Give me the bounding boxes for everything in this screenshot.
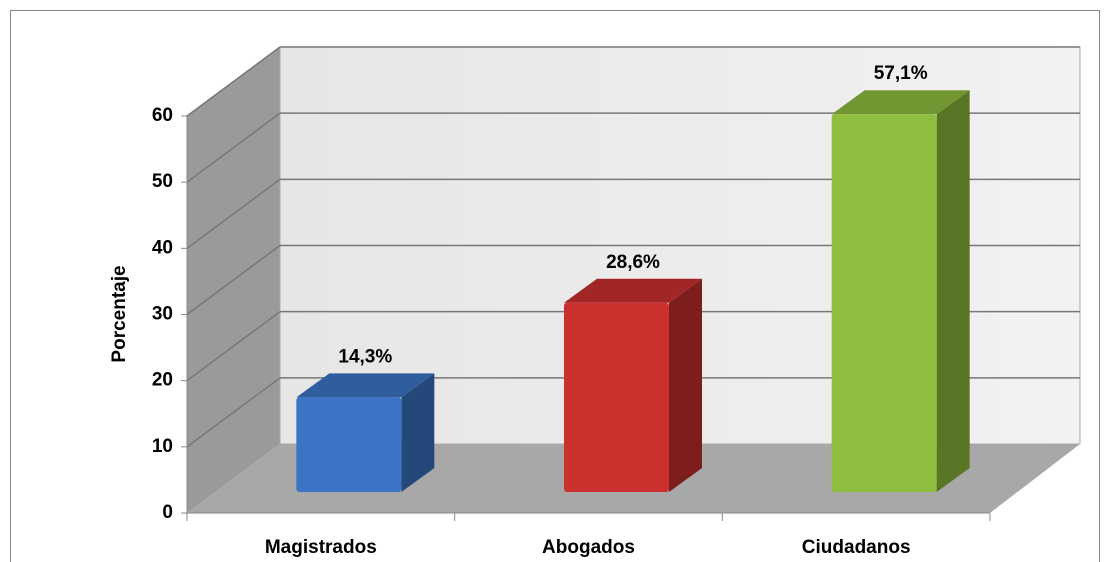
plot: 0 10 20 30 40 50 60 14,3% 28,6% 57,1% (152, 46, 1080, 523)
value-label: 14,3% (338, 346, 392, 367)
bar-top (564, 278, 702, 303)
bar-side (936, 90, 970, 493)
bar-side (401, 373, 435, 492)
value-label: 28,6% (606, 252, 660, 273)
bar (296, 397, 402, 492)
y-tick-label: 40 (152, 237, 173, 258)
value-label: 57,1% (874, 63, 928, 84)
grid-line (186, 311, 281, 382)
y-axis-label: Porcentaje (109, 265, 130, 362)
grid-line (186, 244, 281, 316)
bar-top (831, 90, 970, 115)
y-tick-label: 20 (152, 370, 173, 391)
bar-top (296, 373, 435, 398)
x-tick-label: Magistrados (265, 537, 377, 558)
y-tick-label: 60 (152, 105, 173, 126)
bar (831, 114, 937, 493)
bar-side (669, 278, 702, 492)
x-tick-label: Abogados (542, 537, 635, 558)
grid-line (186, 178, 281, 249)
y-tick-label: 0 (162, 502, 173, 523)
bar (564, 302, 669, 492)
grid-line (186, 112, 281, 183)
grid-line (186, 377, 281, 448)
grid-line (186, 46, 281, 117)
y-tick-label: 50 (152, 171, 173, 192)
y-tick-label: 10 (152, 436, 173, 457)
chart-border (10, 10, 1100, 562)
x-tick-label: Ciudadanos (802, 537, 911, 558)
y-tick-label: 30 (152, 304, 173, 325)
